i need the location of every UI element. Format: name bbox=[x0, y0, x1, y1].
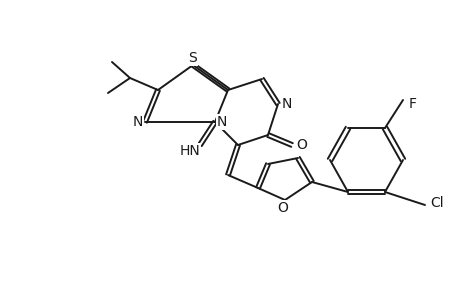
Text: O: O bbox=[296, 138, 307, 152]
Text: N: N bbox=[281, 97, 291, 111]
Text: F: F bbox=[408, 97, 416, 111]
Text: HN: HN bbox=[179, 144, 200, 158]
Text: N: N bbox=[216, 115, 227, 129]
Text: N: N bbox=[133, 115, 143, 129]
Text: Cl: Cl bbox=[429, 196, 443, 210]
Text: O: O bbox=[277, 201, 288, 215]
Text: S: S bbox=[188, 51, 197, 65]
